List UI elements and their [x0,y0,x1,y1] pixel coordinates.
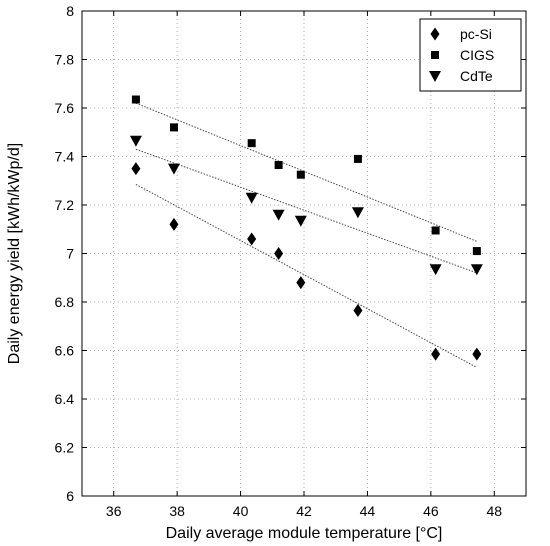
data-point-pc-si [247,232,257,246]
data-point-cigs [274,160,283,169]
trend-line-pc-si [135,183,478,368]
y-tick-label: 8 [66,3,74,19]
trend-line-cigs [135,102,478,242]
data-point-cdte [294,215,307,227]
data-point-cigs [131,95,140,104]
data-point-pc-si [353,303,363,317]
x-tick-label: 44 [360,503,376,519]
data-point-cigs [296,170,305,179]
data-point-cigs [353,154,362,163]
y-tick-label: 6.2 [55,440,75,456]
grid [82,10,526,497]
data-point-cdte [129,135,142,147]
legend-label-cdte: CdTe [460,68,493,84]
data-point-cigs [472,247,481,256]
data-point-pc-si [431,347,441,361]
trend-line-cdte [135,148,478,274]
y-tick-label: 7.2 [55,197,75,213]
data-point-cigs [169,123,178,132]
data-point-cdte [429,264,442,276]
data-point-pc-si [296,276,306,290]
legend-label-pc-si: pc-Si [460,26,492,42]
data-point-cdte [351,207,364,219]
y-axis-label: Daily energy yield [kWh/kWp/d] [6,143,23,364]
data-point-cdte [470,264,483,276]
y-tick-label: 6.6 [55,343,75,359]
data-point-cigs [247,139,256,148]
legend-marker-cdte [429,71,441,82]
data-point-cdte [245,192,258,204]
y-tick-label: 6.8 [55,294,75,310]
x-axis-label: Daily average module temperature [°C] [166,525,443,542]
y-tick-label: 7.8 [55,52,75,68]
y-tick-label: 6 [66,488,74,504]
legend: pc-Si CIGS CdTe [419,18,522,92]
y-tick-label: 6.4 [55,391,75,407]
y-tick-label: 7.4 [55,149,75,165]
data-point-cdte [167,163,180,175]
y-tick-label: 7 [66,246,74,262]
x-tick-label: 48 [486,503,502,519]
data-point-cdte [272,209,285,221]
data-point-cigs [431,226,440,235]
data-point-pc-si [169,217,179,231]
legend-marker-pc-si [430,27,440,41]
legend-label-cigs: CIGS [460,47,494,63]
data-points [129,95,483,361]
x-tick-label: 36 [106,503,122,519]
x-tick-label: 38 [169,503,185,519]
y-tick-label: 7.6 [55,100,75,116]
x-tick-label: 40 [233,503,249,519]
x-tick-label: 42 [296,503,312,519]
data-point-pc-si [472,347,482,361]
x-tick-label: 46 [423,503,439,519]
legend-marker-cigs [431,51,439,59]
axis-ticks: 36 38 40 42 44 46 48 6 6.2 6.4 6.6 6.8 7 7.2 7.4 7.6 7.8… [55,3,526,519]
trend-lines [135,102,478,368]
data-point-pc-si [131,162,141,176]
data-point-pc-si [274,247,284,260]
